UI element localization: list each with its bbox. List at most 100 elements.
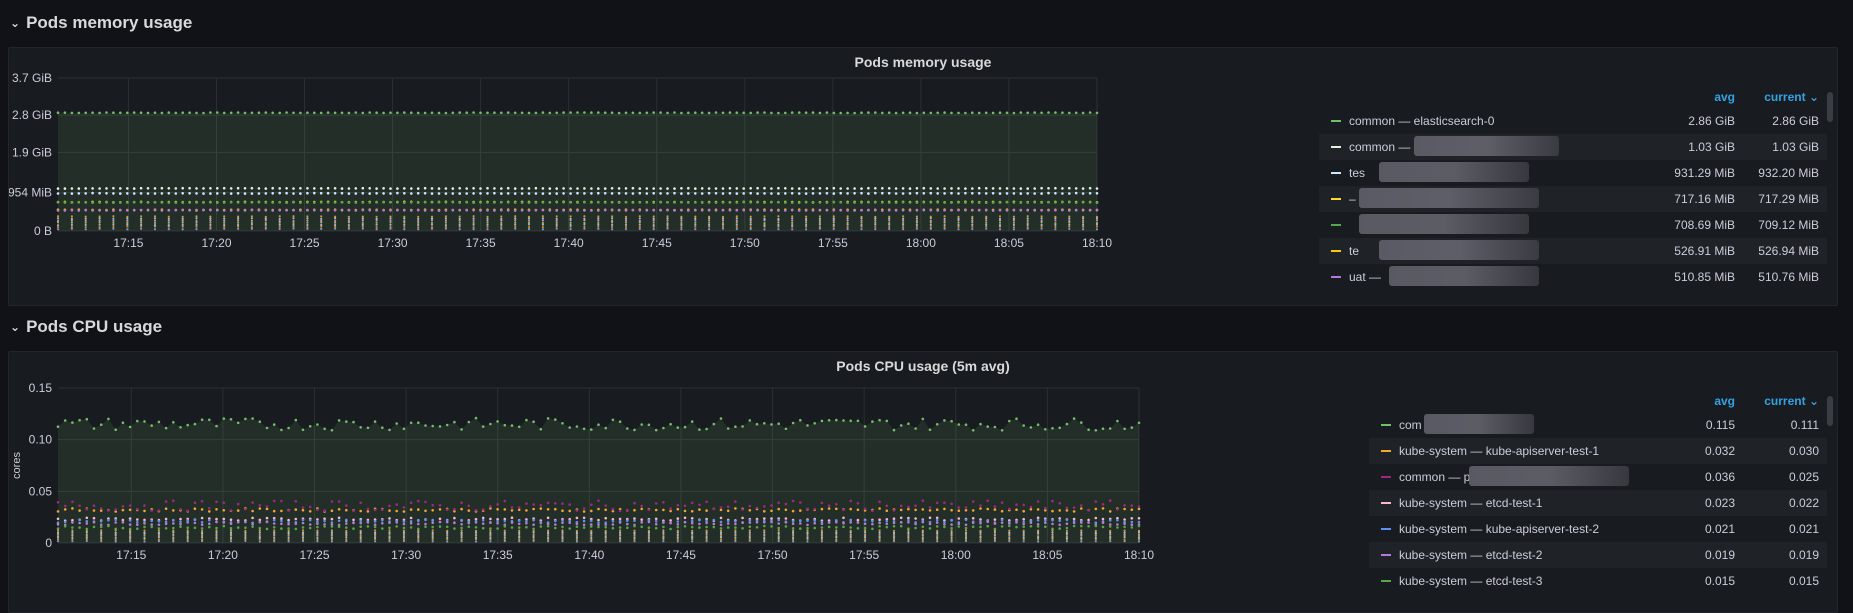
data-point [1026, 187, 1029, 190]
data-point [513, 111, 517, 115]
data-point [330, 536, 333, 539]
data-point [1094, 529, 1097, 532]
data-point [301, 506, 305, 509]
data-point [998, 111, 1002, 114]
data-point [790, 208, 794, 212]
data-point [1036, 500, 1040, 503]
legend-item[interactable]: kube-system — kube-apiserver-test-2 0.021… [1369, 516, 1827, 542]
data-point [527, 209, 531, 212]
data-point [575, 525, 579, 529]
data-point [446, 536, 449, 539]
data-point [690, 525, 694, 529]
data-point [209, 111, 212, 114]
data-point [140, 223, 143, 226]
data-point [705, 521, 708, 525]
data-point [157, 519, 161, 523]
data-point [337, 519, 341, 523]
legend-item[interactable]: kube-system — kube-apiserver-test-1 0.032… [1369, 438, 1827, 464]
legend-item[interactable]: kube-system — etcd-test-2 0.019 0.019 [1369, 542, 1827, 568]
series-com [56, 416, 1141, 543]
data-point [694, 192, 697, 195]
data-point [617, 192, 621, 195]
legend-item[interactable]: 708.69 MiB 709.12 MiB [1319, 212, 1827, 238]
data-point [856, 521, 860, 524]
data-point [316, 525, 319, 529]
data-point [741, 425, 744, 428]
data-point [915, 187, 919, 190]
data-point [430, 217, 434, 220]
data-point [993, 522, 997, 525]
data-point [755, 422, 759, 426]
row-header-cpu[interactable]: ⌄ Pods CPU usage [10, 314, 162, 340]
data-point [590, 187, 593, 190]
data-point [430, 209, 434, 212]
legend-item[interactable]: kube-system — etcd-test-3 0.015 0.015 [1369, 568, 1827, 594]
legend-item[interactable]: common — elasticsearch-0 2.86 GiB 2.86 GiB [1319, 108, 1827, 134]
data-point [216, 208, 219, 212]
legend-current-value: 526.94 MiB [1758, 244, 1819, 258]
data-point [85, 538, 88, 541]
data-point [1088, 209, 1092, 212]
data-point [888, 225, 891, 229]
data-point [846, 225, 849, 229]
data-point [964, 509, 968, 512]
legend-current-value: 0.111 [1790, 418, 1819, 432]
data-point [1054, 223, 1057, 226]
legend-avg-sort[interactable]: avg [1714, 90, 1735, 104]
row-header-memory[interactable]: ⌄ Pods memory usage [10, 10, 192, 36]
data-point [1040, 223, 1043, 226]
data-point [742, 187, 745, 190]
data-point [818, 187, 822, 190]
data-point [921, 417, 925, 421]
data-point [280, 519, 283, 523]
data-point [943, 521, 946, 524]
legend-current-sort[interactable]: current ⌄ [1764, 394, 1819, 408]
data-point [827, 504, 831, 507]
legend-item[interactable]: uat —510.85 MiB 510.76 MiB [1319, 264, 1827, 290]
legend-item[interactable]: tes 931.29 MiB 932.20 MiB [1319, 160, 1827, 186]
data-point [410, 187, 413, 190]
data-point [423, 209, 427, 212]
data-point [534, 186, 538, 190]
data-point [445, 423, 449, 427]
legend-item[interactable]: com 0.115 0.111 [1369, 412, 1827, 438]
data-point [719, 523, 723, 527]
data-point [784, 201, 787, 204]
legend-item[interactable]: common —1.03 GiB 1.03 GiB [1319, 134, 1827, 160]
data-point [777, 192, 780, 195]
data-point [929, 191, 933, 195]
data-point [114, 536, 117, 539]
legend-current-sort[interactable]: current ⌄ [1764, 90, 1819, 104]
data-point [935, 516, 939, 520]
data-point [368, 192, 372, 195]
data-point [799, 522, 802, 525]
legend-item[interactable]: common — p 0.036 0.025 [1369, 464, 1827, 490]
legend-item[interactable]: kube-system — etcd-test-1 0.023 0.022 [1369, 490, 1827, 516]
data-point [250, 217, 253, 220]
data-point [479, 201, 482, 204]
data-point [520, 209, 524, 212]
data-point [907, 520, 910, 524]
data-point [964, 536, 968, 539]
data-point [597, 215, 600, 218]
data-point [323, 427, 326, 431]
legend-avg-sort[interactable]: avg [1714, 394, 1735, 408]
data-point [624, 219, 628, 222]
legend-scrollbar[interactable] [1827, 92, 1833, 122]
data-point [901, 201, 905, 204]
data-point [666, 217, 669, 220]
data-point [1044, 509, 1047, 512]
data-point [489, 521, 492, 524]
data-point [985, 227, 988, 230]
data-point [832, 209, 836, 212]
legend-scrollbar[interactable] [1827, 396, 1833, 426]
data-point [323, 517, 326, 520]
data-point [56, 529, 60, 532]
data-point [78, 504, 81, 507]
data-point [604, 426, 607, 430]
data-point [389, 227, 392, 230]
data-point [91, 201, 94, 204]
data-point [777, 223, 780, 227]
data-point [842, 516, 845, 520]
data-point [832, 215, 835, 218]
